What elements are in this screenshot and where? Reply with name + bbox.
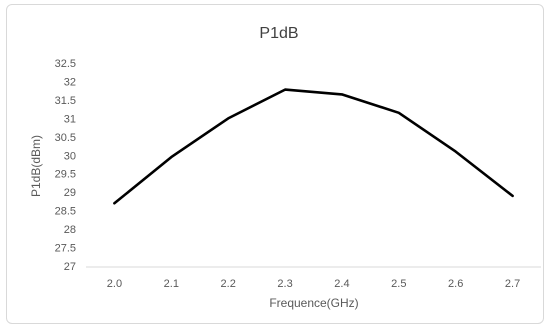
y-tick-label: 29 <box>64 187 76 199</box>
data-point <box>454 150 457 153</box>
data-point <box>113 202 116 205</box>
y-axis-label: P1dB(dBm) <box>29 135 43 197</box>
x-tick-label: 2.7 <box>505 278 520 290</box>
y-tick-label: 28.5 <box>55 206 76 218</box>
series-group <box>113 88 514 205</box>
data-point <box>170 156 173 158</box>
x-tick-label: 2.6 <box>448 278 463 290</box>
chart-frame <box>6 4 544 324</box>
x-axis-ticks: 2.0 2.1 2.2 2.3 2.4 2.5 2.6 2.7 <box>107 278 520 290</box>
x-tick-label: 2.4 <box>334 278 349 290</box>
y-tick-label: 28 <box>64 224 76 236</box>
data-point <box>511 195 514 197</box>
x-tick-label: 2.1 <box>164 278 179 290</box>
y-tick-label: 31 <box>64 113 76 125</box>
data-point <box>284 88 286 91</box>
y-tick-label: 29.5 <box>55 169 76 181</box>
series-line <box>113 88 514 205</box>
data-point <box>341 93 343 96</box>
y-tick-label: 27 <box>64 261 76 273</box>
y-tick-label: 30.5 <box>55 132 76 144</box>
x-tick-label: 2.5 <box>391 278 406 290</box>
y-tick-label: 30 <box>64 150 76 162</box>
data-point <box>227 117 229 120</box>
x-tick-label: 2.2 <box>221 278 236 290</box>
x-axis-label: Frequence(GHz) <box>269 296 358 310</box>
x-tick-label: 2.3 <box>277 278 292 290</box>
y-tick-label: 32.5 <box>55 58 76 70</box>
y-axis-ticks: 27 27.5 28 28.5 29 29.5 30 30.5 31 31.5 32 32.5 <box>55 58 76 273</box>
y-tick-label: 32 <box>64 76 76 88</box>
y-tick-label: 27.5 <box>55 243 76 255</box>
data-point <box>398 112 400 114</box>
y-tick-label: 31.5 <box>55 95 76 107</box>
x-tick-label: 2.0 <box>107 278 122 290</box>
chart-title: P1dB <box>259 25 298 42</box>
